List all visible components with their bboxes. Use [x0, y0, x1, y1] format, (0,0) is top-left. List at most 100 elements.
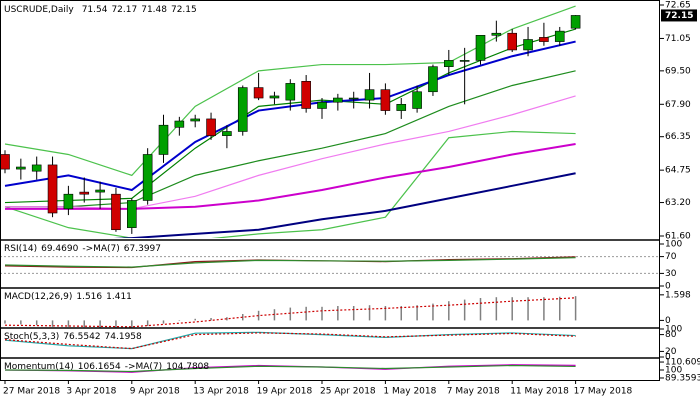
histogram-bar — [479, 298, 482, 321]
candle-body — [16, 166, 26, 170]
header-part: 76.5542 — [63, 332, 100, 342]
x-tick-label: 25 Apr 2018 — [320, 387, 376, 397]
indicator-line — [4, 332, 576, 350]
y-tick-label: 100 — [665, 325, 682, 335]
header-part: Stoch(5,3,3) — [4, 332, 59, 342]
indicator-line — [113, 172, 576, 238]
histogram-bar — [368, 305, 371, 321]
header-part: 67.3997 — [124, 244, 161, 254]
histogram-bar — [242, 314, 244, 321]
y-tick-label: 72.65 — [665, 1, 691, 11]
x-tick-label: 27 Mar 2018 — [3, 387, 60, 397]
histogram-bar — [194, 318, 196, 321]
panel — [4, 331, 576, 350]
candle-body — [301, 81, 311, 109]
histogram-bar — [511, 297, 513, 321]
y-tick-label: 89.3593 — [665, 373, 700, 383]
histogram-bar — [20, 320, 22, 325]
histogram-bar — [337, 306, 339, 321]
candle-body — [253, 87, 264, 99]
histogram-bar — [400, 306, 402, 321]
histogram-bar — [131, 320, 133, 328]
header-part: 71.54 — [82, 5, 108, 15]
y-tick-label: 30 — [665, 269, 677, 279]
histogram-bar — [83, 320, 85, 328]
y-tick-label: 70 — [665, 252, 677, 262]
y-tick-label: 80 — [665, 330, 677, 340]
panel-header: MACD(12,26,9) 1.516 1.411 — [4, 292, 132, 302]
histogram-bar — [321, 306, 323, 321]
candle-body — [317, 101, 327, 109]
y-tick-label: 100 — [665, 240, 682, 250]
candle-body — [63, 193, 74, 210]
header-part: 104.7808 — [166, 362, 209, 372]
x-tick-label: 7 May 2018 — [447, 387, 500, 397]
x-tick-label: 3 Apr 2018 — [66, 387, 116, 397]
x-tick-label: 9 Apr 2018 — [130, 387, 180, 397]
x-tick-label: 11 May 2018 — [510, 387, 569, 397]
header-part: Momentum(14) — [4, 362, 74, 372]
histogram-bar — [463, 299, 466, 321]
header-part: 74.1958 — [105, 332, 142, 342]
histogram-bar — [559, 296, 561, 321]
candle-body — [333, 97, 343, 103]
x-tick-label: 1 May 2018 — [383, 387, 436, 397]
histogram-bar — [527, 297, 529, 321]
candle-body — [111, 193, 121, 231]
y-tick-label: 20 — [665, 347, 677, 357]
header-part: ->MA(7) — [82, 244, 119, 254]
candle-body — [507, 32, 518, 51]
header-part: 72.17 — [111, 5, 137, 15]
panel — [1, 256, 659, 274]
histogram-bar — [574, 296, 577, 321]
candle-body — [523, 39, 533, 51]
plot-frame — [0, 0, 660, 381]
histogram-bar — [432, 303, 434, 321]
candle-body — [491, 32, 502, 36]
header-part: RSI(14) — [4, 244, 37, 254]
panel-header: USCRUDE,Daily 71.54 72.17 71.48 72.15 — [4, 5, 197, 15]
y-tick-label: 0 — [665, 353, 671, 363]
candle-body — [237, 87, 248, 132]
candle-body — [459, 60, 470, 62]
price-tag-label: 72.15 — [665, 11, 693, 21]
candle-body — [47, 164, 58, 214]
candle-body — [95, 189, 105, 193]
indicator-line — [4, 130, 576, 238]
histogram-bar — [257, 310, 260, 321]
y-tick-label: 64.75 — [665, 166, 691, 176]
histogram-bar — [289, 307, 292, 321]
candle-body — [412, 91, 422, 109]
indicator-line — [4, 257, 576, 268]
header-part: 1.411 — [106, 292, 132, 302]
indicator-line — [5, 143, 576, 210]
histogram-bar — [146, 320, 149, 326]
panel — [4, 364, 576, 373]
histogram-bar — [226, 317, 228, 321]
histogram-bar — [67, 320, 70, 327]
candle-body — [1, 154, 10, 170]
y-tick-label: 0 — [665, 282, 671, 292]
panel-header: RSI(14) 69.4690 ->MA(7) 67.3997 — [4, 244, 161, 254]
candle-body — [206, 118, 216, 136]
histogram-bar — [162, 320, 165, 324]
y-tick-label: 63.20 — [665, 198, 691, 208]
candle-body — [380, 89, 391, 111]
panel-header: Stoch(5,3,3) 76.5542 74.1958 — [4, 332, 142, 342]
panel — [4, 296, 577, 328]
candle-body — [158, 124, 169, 155]
candle-body — [142, 154, 153, 201]
histogram-bar — [51, 320, 54, 327]
header-part: 71.48 — [141, 5, 167, 15]
y-tick-label: 67.90 — [665, 100, 691, 110]
candle-body — [31, 164, 42, 172]
y-tick-label: 100 — [665, 366, 682, 376]
candle-body — [174, 120, 185, 128]
candle-body — [396, 103, 407, 111]
histogram-bar — [4, 320, 6, 324]
header-part: 72.15 — [171, 5, 197, 15]
header-part: 1.516 — [76, 292, 102, 302]
histogram-bar — [448, 301, 450, 321]
candle-body — [79, 191, 90, 195]
candle-body — [570, 15, 581, 29]
